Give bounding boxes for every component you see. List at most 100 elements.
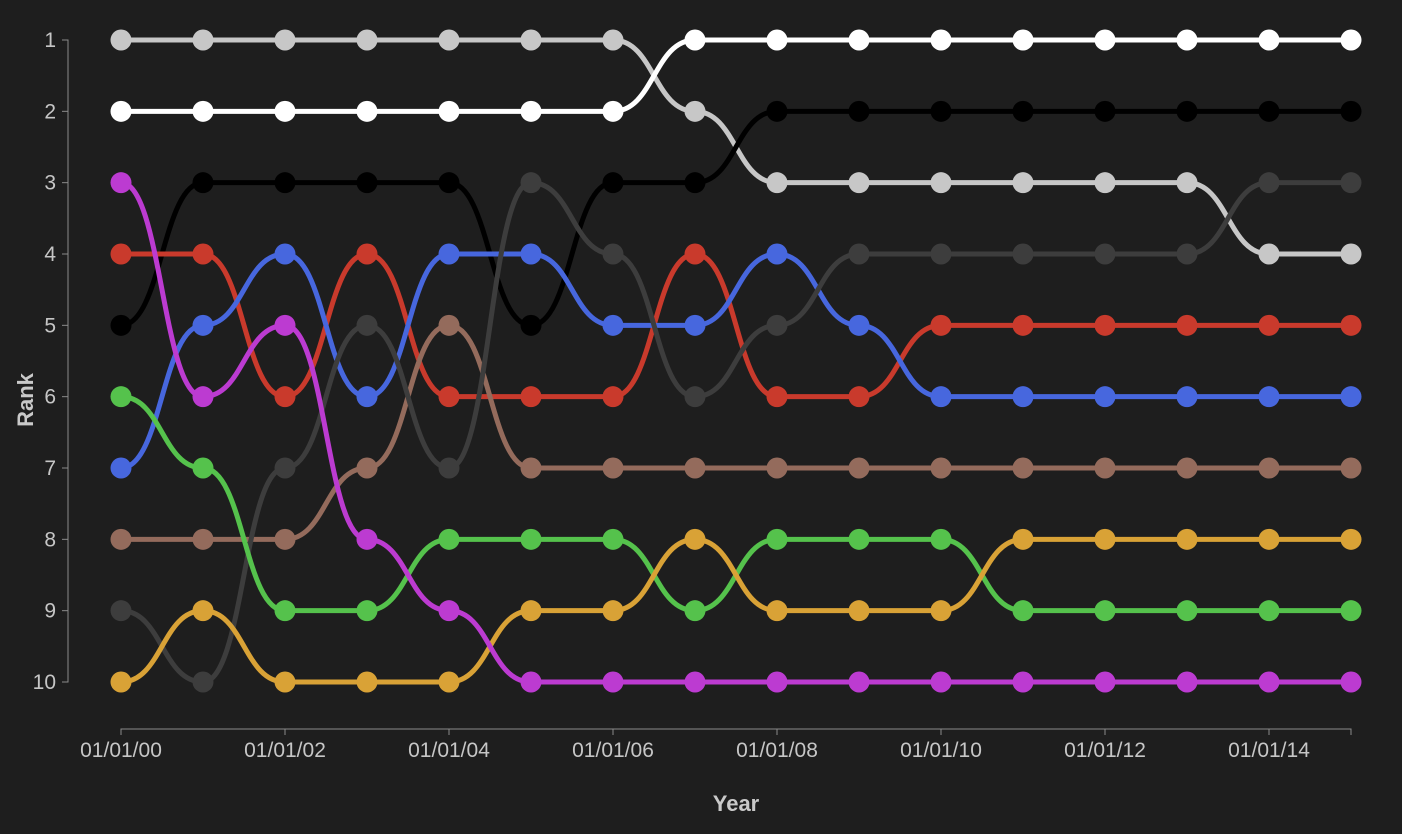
- data-point-dark-gray: [356, 314, 378, 336]
- data-point-black: [356, 172, 378, 194]
- data-point-black: [602, 172, 624, 194]
- data-point-blue: [684, 314, 706, 336]
- x-axis-line: [120, 728, 1352, 735]
- data-point-blue: [438, 243, 460, 265]
- data-point-blue: [274, 243, 296, 265]
- data-point-black: [848, 100, 870, 122]
- data-point-green: [438, 528, 460, 550]
- data-point-green: [520, 528, 542, 550]
- x-tick-label: 01/01/14: [1228, 739, 1310, 762]
- data-point-green: [110, 386, 132, 408]
- data-point-red: [1176, 314, 1198, 336]
- data-point-black: [110, 314, 132, 336]
- data-point-magenta: [930, 671, 952, 693]
- data-point-blue: [192, 314, 214, 336]
- data-point-dark-gray: [684, 386, 706, 408]
- data-point-red: [930, 314, 952, 336]
- data-point-white: [1340, 29, 1362, 51]
- data-point-white: [1258, 29, 1280, 51]
- data-point-orange: [356, 671, 378, 693]
- data-point-magenta: [766, 671, 788, 693]
- data-point-magenta: [848, 671, 870, 693]
- data-point-brown: [1094, 457, 1116, 479]
- x-tick-label: 01/01/08: [736, 739, 818, 762]
- series-lines: [120, 37, 1351, 685]
- data-point-silver: [1340, 243, 1362, 265]
- data-point-orange: [1340, 528, 1362, 550]
- data-point-silver: [1094, 172, 1116, 194]
- data-point-black: [1094, 100, 1116, 122]
- data-point-black: [274, 172, 296, 194]
- data-point-dark-gray: [1176, 243, 1198, 265]
- data-point-red: [766, 386, 788, 408]
- data-point-green: [356, 600, 378, 622]
- data-point-silver: [602, 29, 624, 51]
- data-point-white: [684, 29, 706, 51]
- y-tick-label: 3: [44, 172, 56, 195]
- data-point-blue: [110, 457, 132, 479]
- data-point-blue: [848, 314, 870, 336]
- data-point-green: [192, 457, 214, 479]
- x-axis: 01/01/00 01/01/02 01/01/04 01/01/06 01/01/08…: [80, 728, 1352, 762]
- y-tick-label: 1: [44, 29, 56, 52]
- data-point-silver: [1012, 172, 1034, 194]
- data-point-dark-gray: [1012, 243, 1034, 265]
- data-point-brown: [192, 528, 214, 550]
- data-point-green: [274, 600, 296, 622]
- data-point-dark-gray: [192, 671, 214, 693]
- y-axis-title: Rank: [13, 372, 38, 427]
- data-point-magenta: [1094, 671, 1116, 693]
- x-tick-label: 01/01/00: [80, 739, 162, 762]
- data-point-dark-gray: [848, 243, 870, 265]
- data-point-dark-gray: [1340, 172, 1362, 194]
- data-point-brown: [1340, 457, 1362, 479]
- x-tick-label: 01/01/06: [572, 739, 654, 762]
- data-point-magenta: [1340, 671, 1362, 693]
- y-tick-label: 4: [44, 243, 56, 266]
- data-point-blue: [1258, 386, 1280, 408]
- data-point-brown: [684, 457, 706, 479]
- data-point-green: [930, 528, 952, 550]
- data-point-white: [1176, 29, 1198, 51]
- data-point-blue: [930, 386, 952, 408]
- data-point-red: [520, 386, 542, 408]
- y-axis-line: [62, 39, 69, 683]
- data-point-red: [274, 386, 296, 408]
- data-point-brown: [274, 528, 296, 550]
- y-tick-label: 5: [44, 314, 56, 337]
- data-point-green: [848, 528, 870, 550]
- data-point-red: [438, 386, 460, 408]
- data-point-black: [766, 100, 788, 122]
- data-point-orange: [274, 671, 296, 693]
- data-point-black: [192, 172, 214, 194]
- data-point-silver: [1258, 243, 1280, 265]
- data-point-dark-gray: [274, 457, 296, 479]
- data-point-orange: [930, 600, 952, 622]
- data-point-black: [520, 314, 542, 336]
- data-point-red: [684, 243, 706, 265]
- data-point-white: [848, 29, 870, 51]
- data-point-blue: [766, 243, 788, 265]
- data-point-brown: [110, 528, 132, 550]
- data-point-white: [602, 100, 624, 122]
- data-point-silver: [766, 172, 788, 194]
- x-tick-label: 01/01/02: [244, 739, 326, 762]
- data-point-dark-gray: [110, 600, 132, 622]
- data-point-green: [766, 528, 788, 550]
- data-point-silver: [192, 29, 214, 51]
- y-tick-label: 6: [44, 386, 56, 409]
- data-point-orange: [192, 600, 214, 622]
- data-point-green: [1012, 600, 1034, 622]
- data-point-black: [1258, 100, 1280, 122]
- data-point-dark-gray: [438, 457, 460, 479]
- data-point-green: [1258, 600, 1280, 622]
- data-point-magenta: [1258, 671, 1280, 693]
- y-tick-label: 7: [44, 457, 56, 480]
- data-point-white: [1012, 29, 1034, 51]
- data-point-magenta: [684, 671, 706, 693]
- data-point-brown: [438, 314, 460, 336]
- data-point-silver: [520, 29, 542, 51]
- data-point-blue: [1176, 386, 1198, 408]
